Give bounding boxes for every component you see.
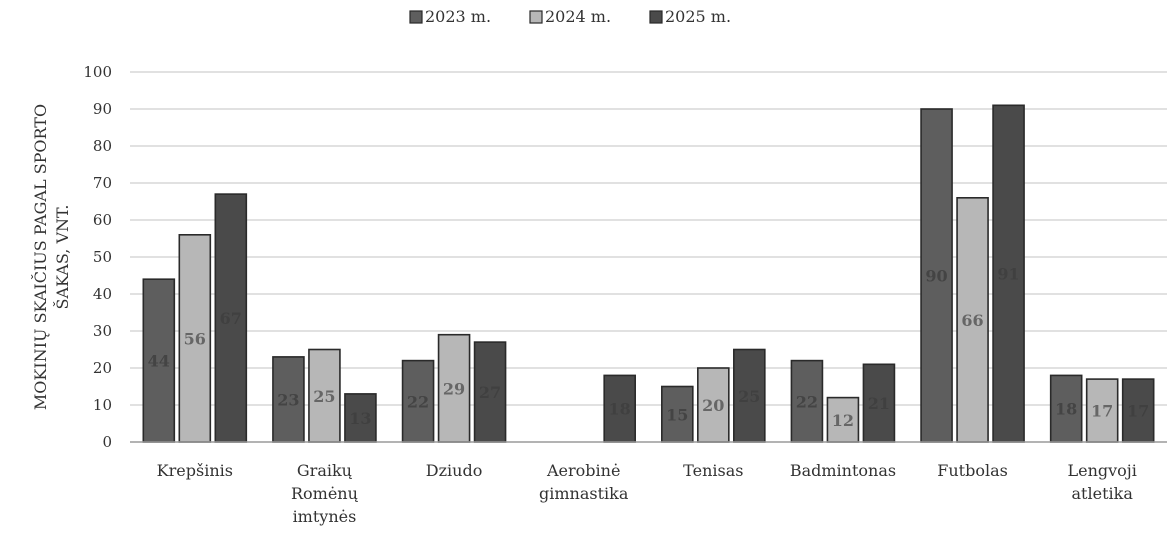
data-label: 27 — [479, 383, 501, 402]
data-label: 56 — [184, 329, 206, 348]
data-label: 91 — [997, 265, 1019, 284]
legend: 2023 m. 2024 m. 2025 m. — [409, 7, 731, 26]
data-labels: 44 56 67 23 25 13 22 29 27 18 15 20 25 22 12 21 90 66 91 18… — [148, 265, 1150, 430]
bar — [733, 348, 766, 443]
bar — [142, 278, 176, 443]
y-tick-label: 100 — [83, 63, 112, 81]
data-label: 17 — [1127, 402, 1149, 421]
bar — [790, 359, 824, 443]
y-tick-label: 90 — [93, 100, 112, 118]
data-label: 25 — [738, 387, 760, 406]
x-category-label: Futbolas — [937, 461, 1008, 480]
data-label: 22 — [796, 392, 818, 411]
x-category-label: Aerobinė gimnastika — [539, 461, 629, 503]
y-tick-label: 40 — [93, 285, 112, 303]
data-label: 18 — [609, 400, 631, 419]
bar — [178, 234, 212, 443]
bar — [272, 356, 305, 443]
y-tick-label: 80 — [93, 137, 112, 155]
data-label: 21 — [868, 394, 890, 413]
data-label: 67 — [220, 309, 242, 328]
data-label: 25 — [313, 387, 335, 406]
data-label: 22 — [407, 392, 429, 411]
legend-swatch — [529, 10, 543, 24]
bar — [826, 396, 860, 443]
x-category-label: Badmintonas — [790, 461, 896, 480]
y-tick-label: 30 — [93, 322, 112, 340]
data-label: 23 — [277, 390, 299, 409]
y-axis-ticks: 0 10 20 30 40 50 60 70 80 90 100 — [83, 63, 112, 451]
data-label: 17 — [1091, 402, 1113, 421]
bar — [603, 374, 636, 443]
y-axis-label: MOKINIŲ SKAIČIUS PAGAL SPORTO ŠAKAS, VNT. — [30, 104, 72, 410]
x-category-label: Graikų Romėnų imtynės — [291, 461, 359, 526]
x-category-label: Lengvoji atletika — [1067, 461, 1136, 503]
y-tick-label: 60 — [93, 211, 112, 229]
bar — [473, 341, 507, 443]
bar — [401, 359, 435, 443]
data-label: 18 — [1055, 400, 1077, 419]
bar — [308, 348, 341, 443]
legend-label: 2023 m. — [425, 7, 491, 26]
y-tick-label: 0 — [102, 433, 112, 451]
data-label: 90 — [925, 267, 947, 286]
data-label: 12 — [832, 411, 854, 430]
data-label: 66 — [961, 311, 983, 330]
x-category-label: Tenisas — [683, 461, 743, 480]
bar — [344, 393, 377, 443]
bar — [697, 367, 730, 443]
y-axis-title: MOKINIŲ SKAIČIUS PAGAL SPORTO ŠAKAS, VNT. — [30, 104, 72, 410]
legend-label: 2024 m. — [545, 7, 611, 26]
y-tick-label: 50 — [93, 248, 112, 266]
x-category-label: Dziudo — [426, 461, 483, 480]
bar — [1085, 378, 1119, 443]
data-label: 20 — [702, 396, 724, 415]
bar — [1121, 378, 1155, 443]
bar — [956, 197, 989, 443]
x-category-label: Krepšinis — [157, 461, 233, 480]
y-tick-label: 70 — [93, 174, 112, 192]
legend-swatch — [409, 10, 423, 24]
legend-swatch — [649, 10, 663, 24]
bar — [1049, 374, 1083, 443]
y-tick-label: 10 — [93, 396, 112, 414]
data-label: 29 — [443, 379, 465, 398]
data-label: 15 — [666, 405, 688, 424]
data-label: 13 — [349, 409, 371, 428]
legend-label: 2025 m. — [665, 7, 731, 26]
y-tick-label: 20 — [93, 359, 112, 377]
data-label: 44 — [148, 352, 170, 371]
x-axis-categories: Krepšinis Graikų Romėnų imtynės Dziudo Aerobi… — [157, 461, 1137, 526]
